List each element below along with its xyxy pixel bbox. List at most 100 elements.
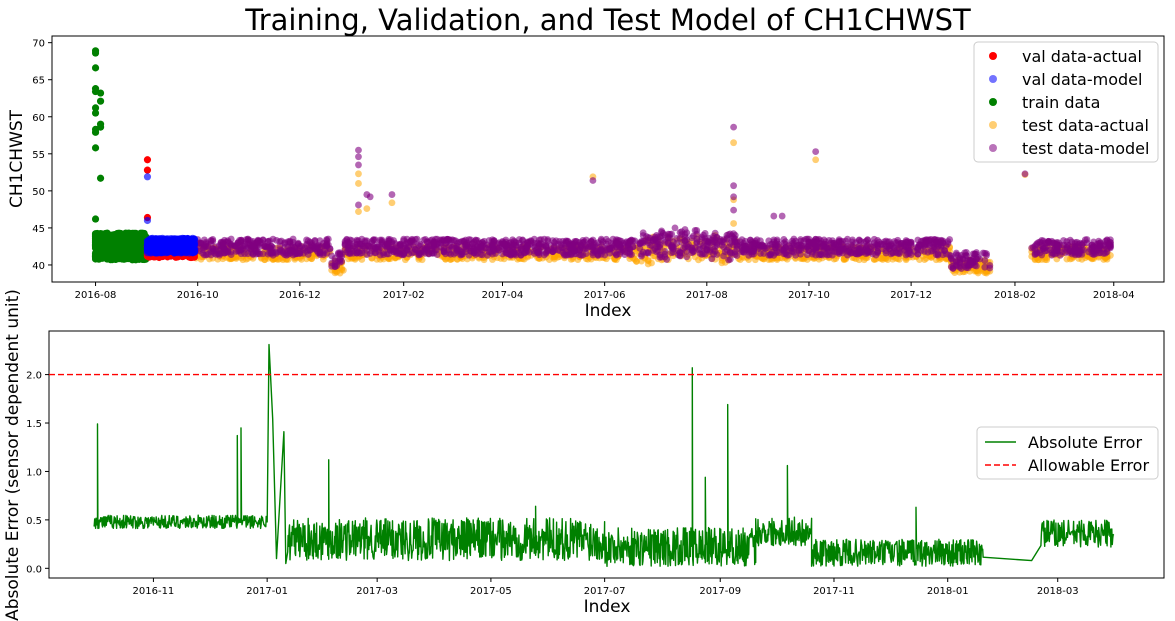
series-test-model	[192, 123, 1114, 272]
scatter-point	[961, 249, 969, 257]
bottom-x-tick-label: 2017-09	[699, 586, 741, 597]
scatter-point	[517, 245, 525, 253]
top-y-tick-label: 60	[32, 113, 45, 124]
scatter-point	[589, 177, 597, 184]
scatter-point	[607, 244, 615, 252]
scatter-point	[241, 242, 248, 250]
scatter-point	[143, 241, 152, 249]
scatter-point	[1031, 250, 1039, 258]
scatter-point	[499, 238, 506, 245]
scatter-point	[862, 243, 870, 250]
bottom-legend: Absolute Error Allowable Error	[976, 426, 1159, 480]
scatter-point	[363, 205, 371, 213]
scatter-point	[336, 269, 344, 277]
scatter-point	[346, 242, 354, 250]
scatter-point	[91, 49, 100, 57]
scatter-point	[1081, 236, 1089, 244]
scatter-point	[760, 255, 768, 263]
top-x-tick-label: 2018-02	[994, 290, 1036, 301]
scatter-point	[95, 238, 103, 246]
top-chart-title: Training, Validation, and Test Model of …	[244, 3, 971, 37]
scatter-point	[187, 246, 195, 254]
scatter-point	[246, 241, 254, 249]
scatter-point	[1093, 246, 1101, 254]
scatter-point	[760, 250, 768, 257]
scatter-point	[535, 236, 543, 244]
scatter-point	[693, 227, 701, 234]
scatter-point	[582, 244, 590, 252]
scatter-point	[549, 237, 557, 245]
scatter-point	[264, 237, 272, 245]
scatter-point	[540, 235, 548, 243]
scatter-point	[566, 243, 573, 251]
bottom-x-tick-label: 2017-03	[356, 586, 398, 597]
legend-label-test-actual: test data-actual	[1022, 116, 1149, 135]
scatter-point	[284, 238, 292, 246]
scatter-point	[266, 243, 274, 251]
scatter-point	[792, 251, 799, 259]
scatter-point	[599, 238, 607, 246]
scatter-point	[391, 244, 399, 252]
top-y-tick-label: 50	[32, 187, 45, 198]
scatter-point	[500, 245, 508, 253]
scatter-point	[730, 182, 738, 190]
bottom-x-tick-label: 2017-01	[246, 586, 288, 597]
scatter-point	[143, 166, 152, 174]
scatter-point	[947, 263, 955, 271]
series-val-model	[143, 173, 198, 257]
scatter-point	[658, 253, 665, 261]
scatter-point	[589, 251, 597, 259]
scatter-point	[544, 247, 552, 254]
scatter-point	[1048, 237, 1056, 245]
scatter-point	[91, 230, 100, 238]
scatter-point	[1103, 236, 1111, 244]
scatter-point	[882, 249, 890, 257]
scatter-point	[813, 243, 821, 250]
scatter-point	[472, 251, 480, 258]
scatter-point	[509, 246, 516, 254]
scatter-point	[174, 244, 182, 253]
top-x-tick-label: 2017-06	[584, 290, 626, 301]
scatter-point	[396, 240, 404, 248]
scatter-point	[934, 250, 942, 258]
bottom-y-tick-label: 2.0	[26, 371, 42, 382]
scatter-point	[91, 104, 100, 112]
scatter-point	[726, 230, 734, 238]
scatter-point	[133, 254, 142, 263]
scatter-point	[557, 241, 565, 248]
scatter-point	[96, 174, 105, 182]
scatter-point	[338, 258, 346, 265]
scatter-point	[355, 161, 362, 169]
legend-marker-val-model	[989, 75, 997, 83]
scatter-point	[545, 256, 553, 263]
scatter-point	[887, 241, 895, 249]
legend-label-abs-error: Absolute Error	[1028, 433, 1142, 452]
scatter-point	[835, 236, 843, 243]
scatter-point	[167, 241, 175, 249]
top-x-tick-label: 2016-08	[75, 290, 117, 301]
scatter-point	[278, 237, 285, 245]
scatter-point	[688, 234, 696, 242]
scatter-point	[477, 251, 485, 258]
bottom-x-tick-label: 2017-11	[813, 586, 855, 597]
scatter-point	[551, 246, 558, 254]
scatter-point	[415, 251, 423, 259]
top-y-axis-label: CH1CHWST	[7, 109, 27, 208]
scatter-point	[103, 229, 111, 238]
scatter-point	[273, 248, 280, 256]
scatter-point	[155, 238, 163, 247]
scatter-point	[730, 139, 738, 147]
scatter-point	[671, 224, 679, 232]
scatter-point	[812, 156, 820, 164]
bottom-y-tick-label: 0.0	[26, 564, 42, 575]
scatter-point	[380, 251, 387, 258]
scatter-point	[535, 251, 543, 259]
scatter-point	[823, 244, 831, 252]
scatter-point	[143, 156, 152, 164]
scatter-point	[137, 234, 145, 242]
top-y-tick-label: 70	[32, 39, 45, 50]
scatter-point	[527, 237, 535, 244]
scatter-point	[683, 253, 691, 261]
top-x-tick-label: 2017-10	[788, 290, 830, 301]
scatter-point	[701, 235, 709, 243]
